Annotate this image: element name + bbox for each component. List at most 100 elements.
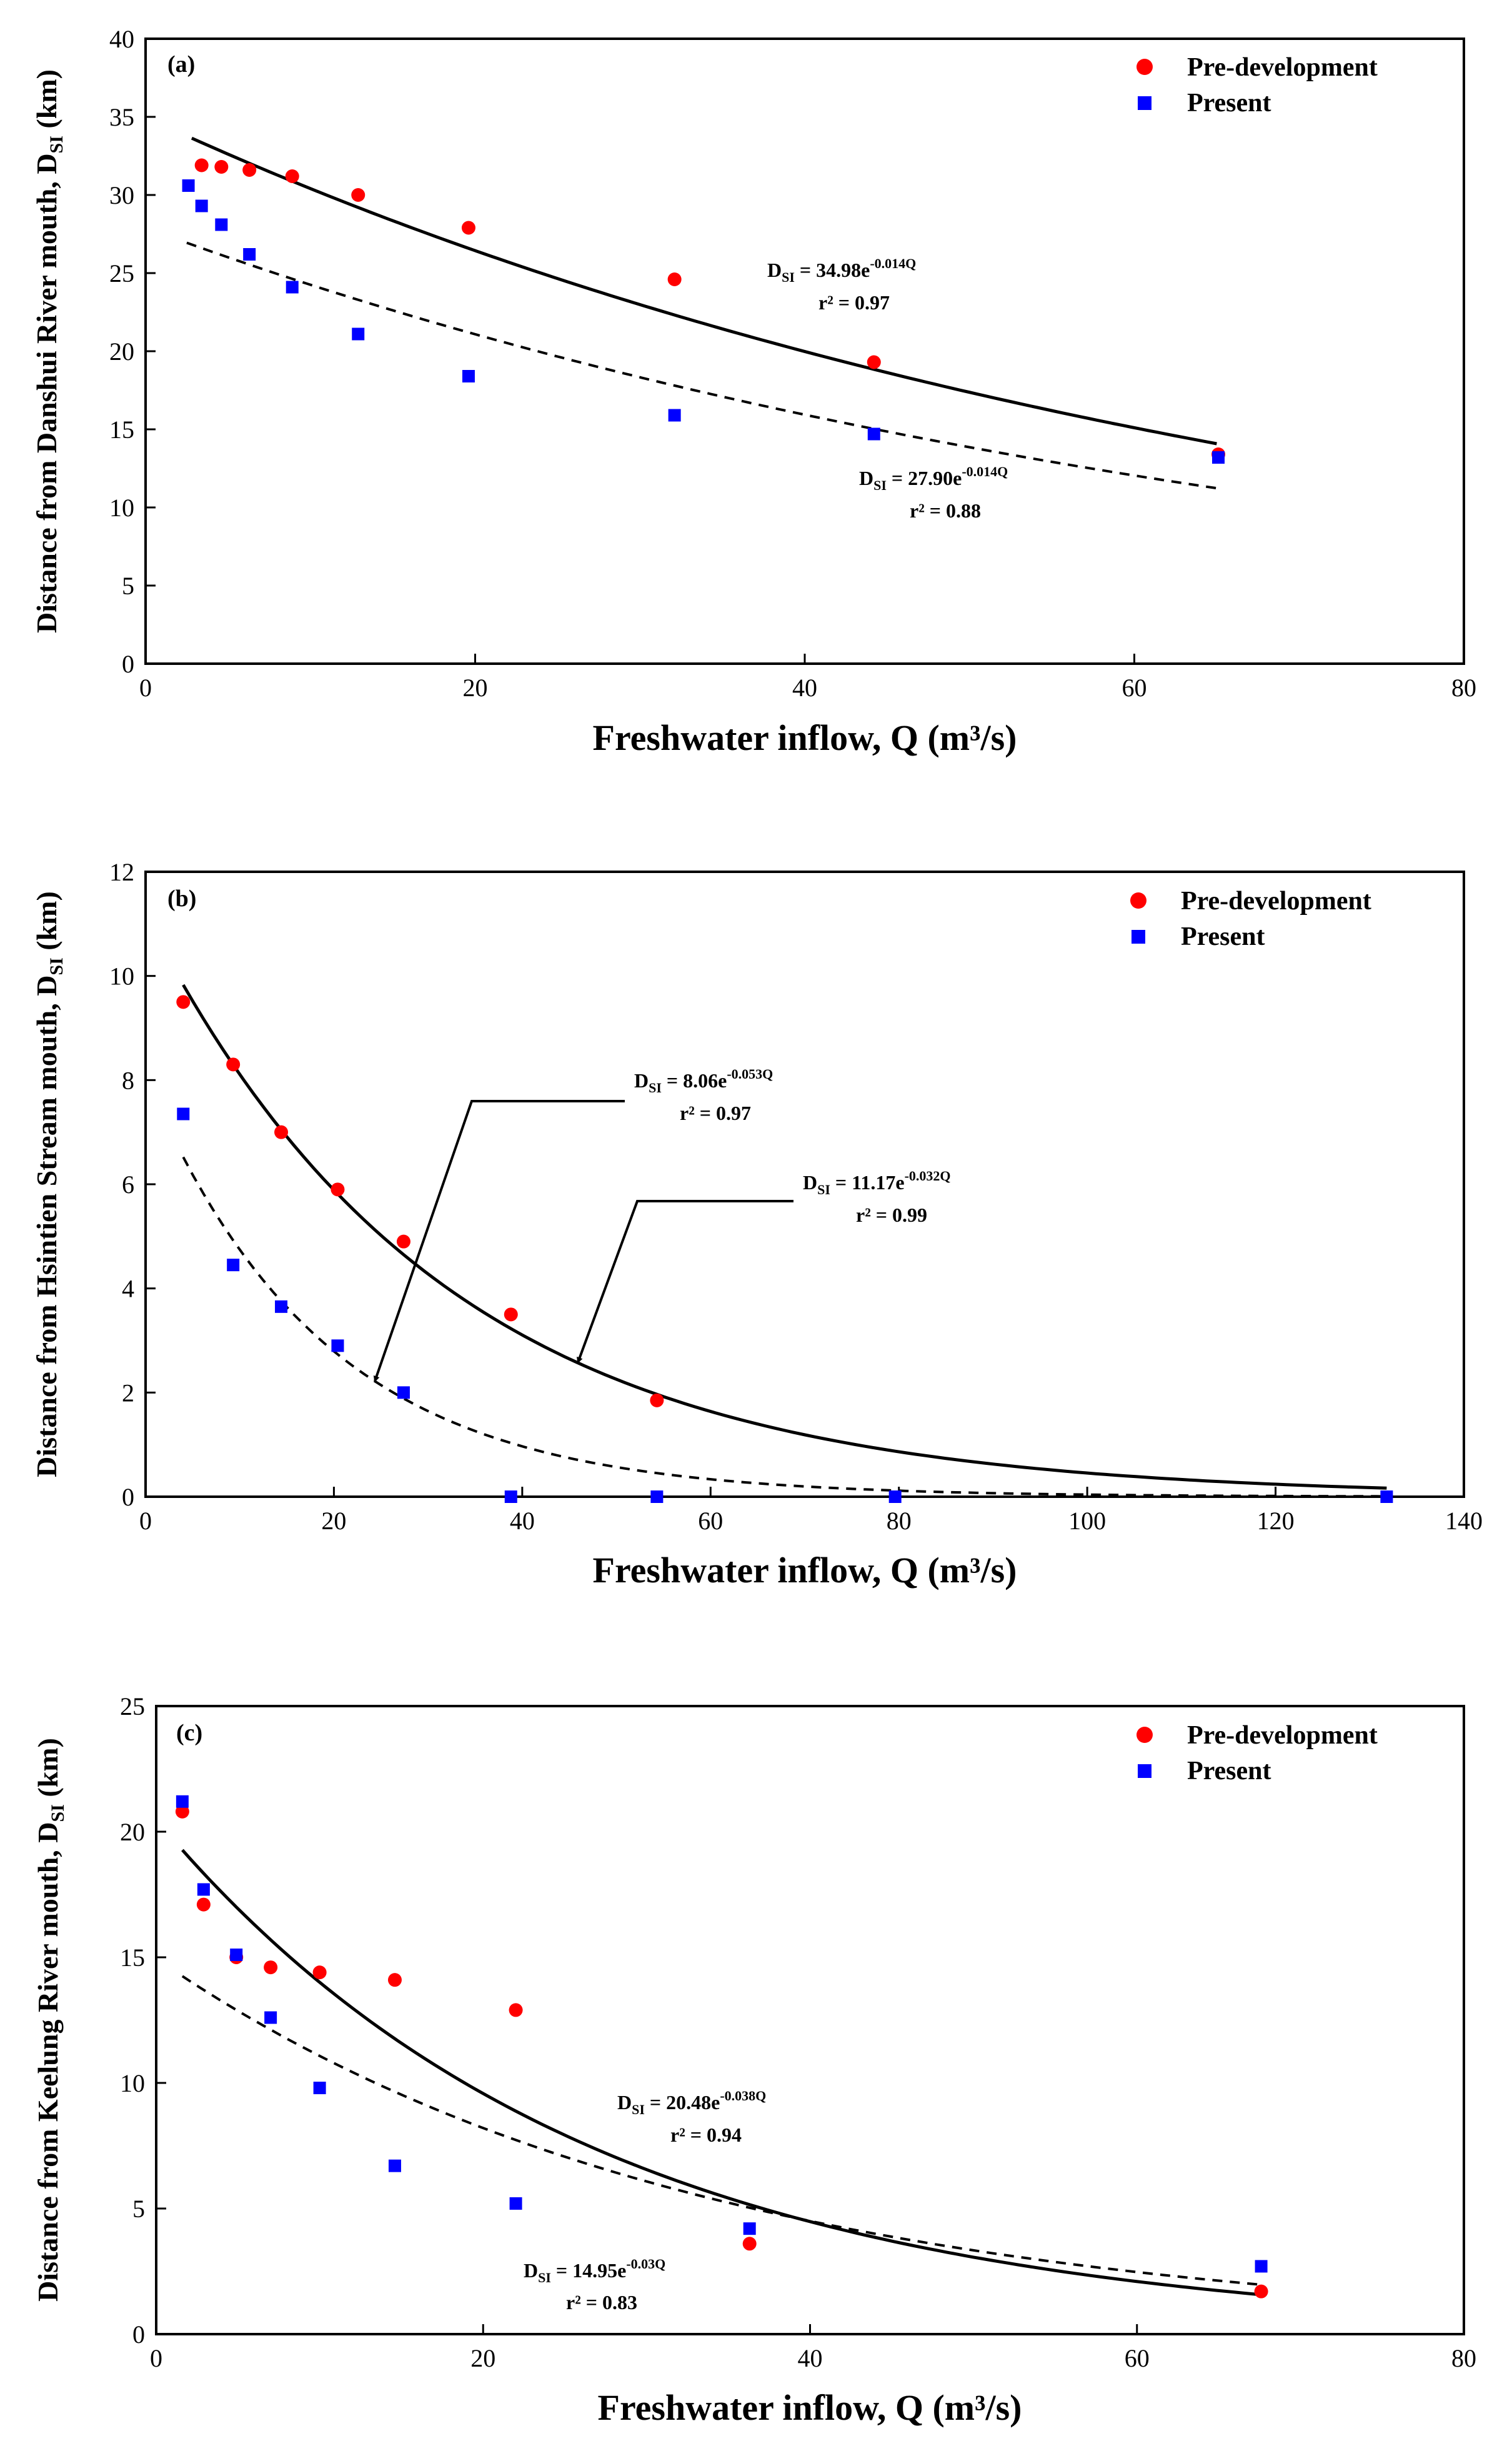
panel-a-y-tick-label: 10 [109,494,134,522]
panel-a-y-tick-label: 25 [109,259,134,287]
panel-b-legend: Pre-development Present [1130,887,1371,951]
panel-a-point-present [1212,451,1225,464]
panel-a-y-axis-title: Distance from Danshui River mouth, DSI (… [31,69,67,633]
panel-b-r2-pre-development: r² = 0.99 [856,1204,927,1226]
panel-b-label: (b) [167,886,196,912]
panel-b-point-pre-development [331,1182,345,1197]
panel-c-y-tick-label: 15 [120,1944,145,1972]
panel-b-y-axis-title: Distance from Hsintien Stream mouth, DSI… [31,891,67,1477]
panel-c-x-tick-label: 40 [798,2344,823,2372]
panel-c-point-present [743,2222,756,2235]
panel-c-y-axis-title: Distance from Keelung River mouth, DSI (… [32,1738,68,2302]
panel-b-r2-present: r² = 0.97 [680,1102,751,1124]
panel-c-point-present [1255,2260,1268,2273]
panel-a-point-present [215,218,228,231]
panel-a-data-points [182,158,1226,464]
panel-a-legend-label-pre-development: Pre-development [1187,53,1378,82]
panel-c-y-tick-label: 5 [132,2195,145,2223]
panel-c-ticks: 0 20 40 60 80 0 5 10 15 20 25 [120,1692,1476,2372]
panel-a-y-tick-label: 35 [109,103,134,131]
panel-a-point-present [195,199,208,212]
panel-c-point-present [388,2159,401,2172]
panel-b-y-tick-label: 0 [122,1483,134,1511]
panel-b-y-tick-label: 4 [122,1275,134,1303]
panel-c-point-pre-development [1254,2284,1268,2299]
panel-a-legend: Pre-development Present [1136,53,1378,117]
panel-c-point-present [230,1948,243,1961]
panel-b-point-pre-development [274,1125,289,1139]
panel-c-point-present [313,2082,326,2095]
panel-a-point-pre-development [667,272,682,286]
panel-b-annotation-arrows [373,1100,793,1382]
panel-c-fit-curves [181,1849,1261,2297]
panel-c-point-pre-development [387,1973,402,1987]
panel-b-x-axis-title: Freshwater inflow, Q (m³/s) [593,1550,1017,1590]
panel-a-point-present [243,248,256,261]
panel-c-legend-label-pre-development: Pre-development [1187,1721,1378,1750]
panel-b-arrow-pre-development-fit [577,1200,793,1364]
panel-c-point-present [197,1883,210,1896]
panel-b-point-present [331,1339,344,1352]
panel-b-x-tick-label: 120 [1257,1507,1295,1535]
panel-b-x-tick-label: 60 [698,1507,723,1535]
panel-b-point-pre-development [650,1393,664,1407]
panel-c-x-tick-label: 20 [470,2344,495,2372]
panel-a-label: (a) [167,51,195,77]
panel-a-y-tick-label: 20 [109,337,134,366]
panel-c-y-tick-label: 20 [120,1818,145,1846]
panel-b-data-points [176,995,1393,1503]
panel-a-point-present [668,409,681,422]
panel-a-point-pre-development [351,188,366,202]
panel-a-y-tick-label: 15 [109,416,134,444]
panel-c-fit-curve-present [181,1975,1261,2286]
panel-b-equation-present: DSI = 8.06e-0.053Q [634,1066,773,1096]
panel-a-x-tick-label: 20 [463,674,488,702]
panel-a-x-tick-label: 60 [1122,674,1147,702]
panel-a-legend-label-present: Present [1187,89,1271,117]
panel-c-fit-curve-pre-development [181,1849,1261,2297]
panel-c-point-pre-development [509,2003,523,2017]
panel-c-equation-present: DSI = 14.95e-0.03Q [524,2256,665,2285]
panel-b-legend-label-present: Present [1181,922,1265,951]
panel-b-y-tick-label: 12 [109,858,134,886]
panel-c-point-pre-development [742,2237,757,2251]
panel-a-fit-curve-present [186,241,1217,490]
panel-c-point-pre-development [264,1960,278,1975]
panel-a-fit-curves [186,136,1217,490]
panel-b-arrow-present-fit [373,1100,625,1382]
panel-a-point-pre-development [194,158,209,172]
panel-a-r2-pre-development: r² = 0.97 [818,291,890,314]
panel-c-point-pre-development [196,1897,211,1912]
panel-b-y-tick-label: 6 [122,1171,134,1199]
panel-a-point-pre-development [285,169,299,183]
panel-c-point-present [176,1795,189,1808]
panel-b-legend-marker-pre-development [1130,892,1146,909]
panel-a-equation-present: DSI = 27.90e-0.014Q [859,464,1008,493]
panel-c-data-points [175,1795,1268,2299]
panel-b-point-pre-development [176,995,191,1009]
panel-b-x-tick-label: 0 [139,1507,152,1535]
panel-b-point-present [227,1259,240,1272]
panel-b-equation-pre-development: DSI = 11.17e-0.032Q [803,1168,951,1197]
panel-a-point-pre-development [214,160,229,174]
panel-a-point-present [352,327,365,341]
panel-a-point-pre-development [867,355,881,369]
panel-c-r2-pre-development: r² = 0.94 [670,2124,742,2146]
panel-c-point-present [509,2197,522,2210]
panel-c-y-tick-label: 0 [132,2320,145,2349]
panel-b-ticks: 0 20 40 60 80 100 120 140 0 2 4 6 8 10 12 [109,858,1483,1535]
panel-a-point-present [182,179,195,192]
panel-c-legend: Pre-development Present [1136,1721,1378,1785]
panel-b-fit-curves [182,984,1387,1498]
panel-c-x-tick-label: 0 [150,2344,162,2372]
panel-b-point-present [650,1490,664,1503]
panel-c-legend-marker-pre-development [1136,1727,1153,1743]
panel-b-point-present [397,1386,410,1399]
panel-a-x-tick-label: 40 [792,674,817,702]
panel-a-y-tick-label: 30 [109,181,134,209]
panel-b-point-pre-development [504,1307,518,1322]
panel-c-equation-pre-development: DSI = 20.48e-0.038Q [617,2088,766,2117]
panel-a-r2-present: r² = 0.88 [910,499,981,522]
panel-c-legend-marker-present [1138,1764,1151,1778]
panel-a-point-pre-development [242,163,257,177]
